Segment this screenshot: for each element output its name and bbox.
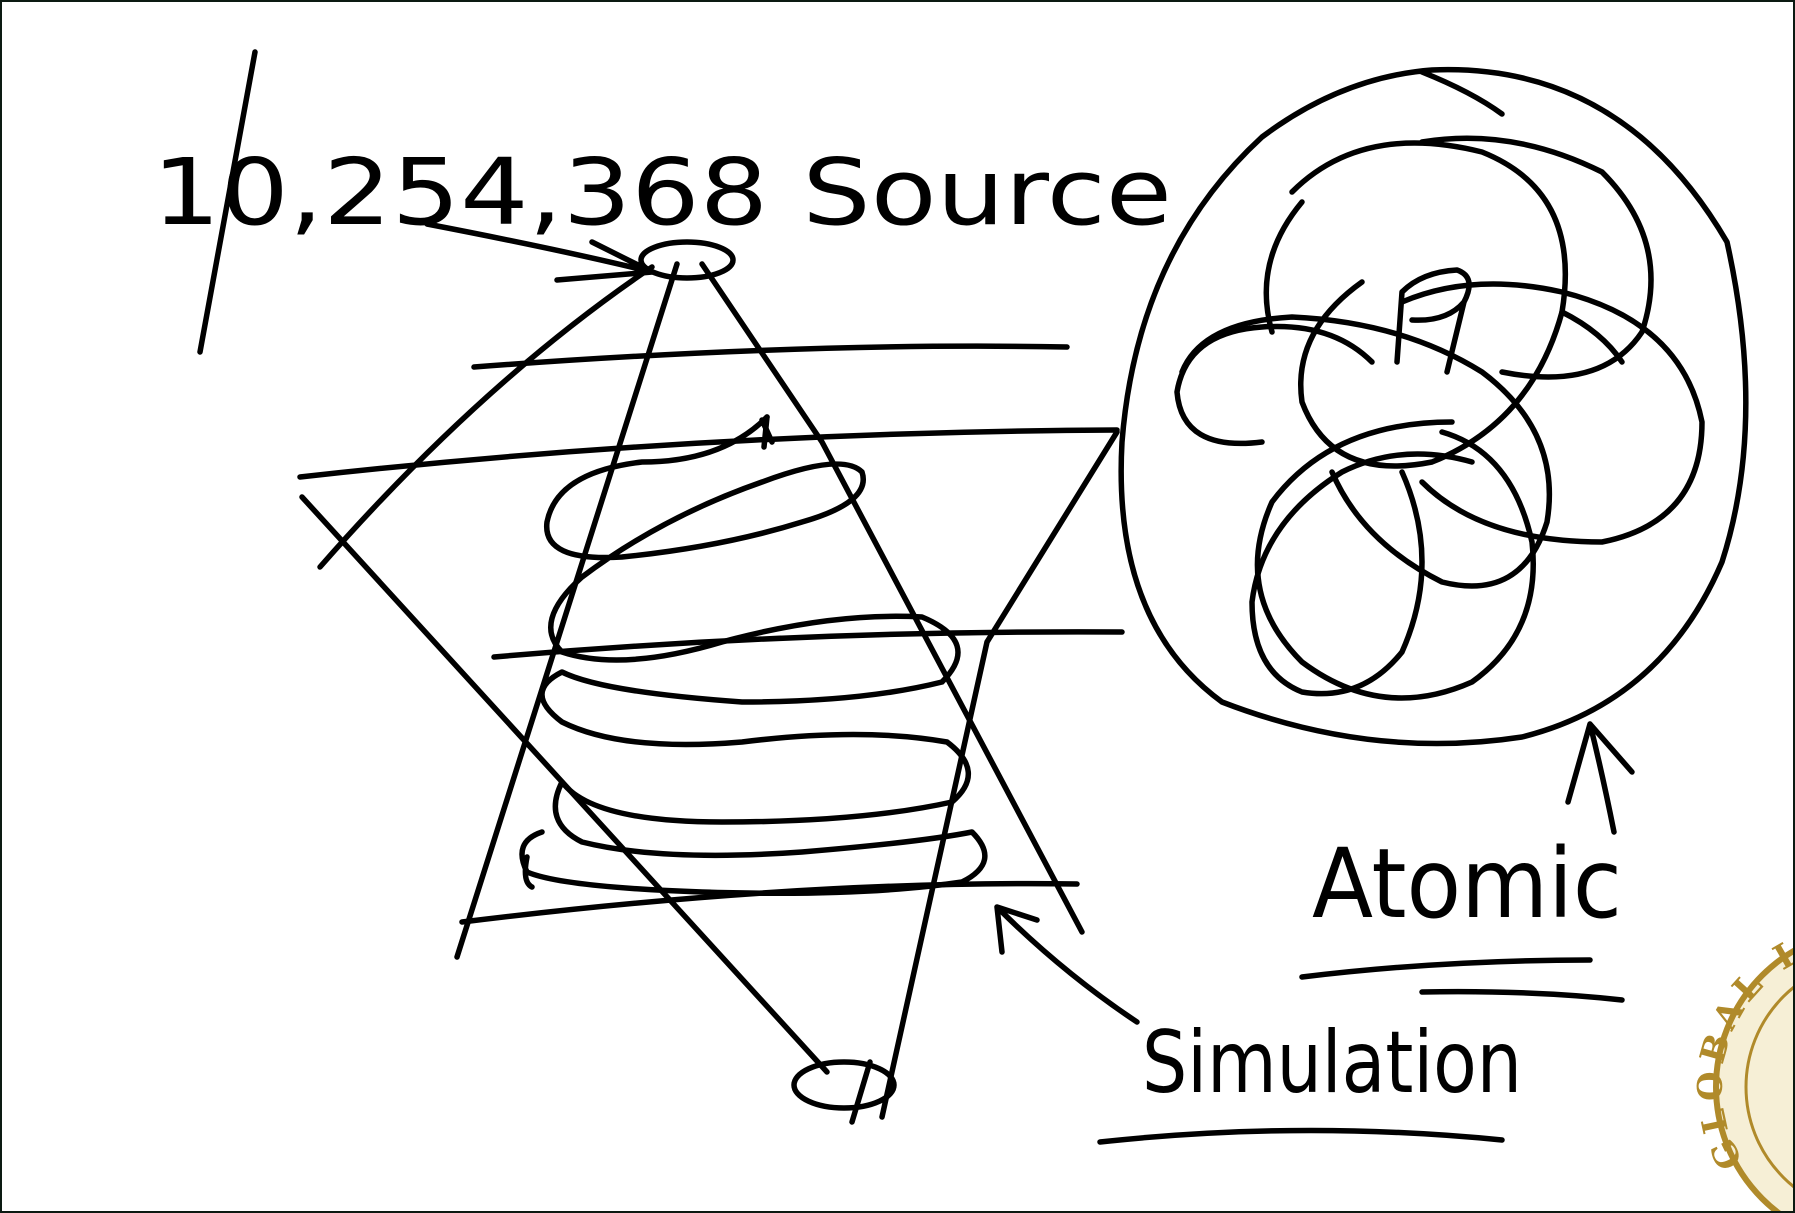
horizontal-line-2	[297, 427, 1120, 480]
cone-right-edge	[699, 261, 1085, 935]
atomic-label: Atomic	[1312, 828, 1622, 940]
horizontal-line-1	[471, 343, 1070, 370]
orbital-loop-1	[1289, 140, 1568, 469]
orbital-loop-6	[1254, 419, 1536, 701]
orbital-loop-4	[1174, 323, 1375, 447]
simulation-arrow-icon	[994, 904, 1140, 1025]
horizontal-line-3	[491, 629, 1125, 660]
simulation-underline	[1097, 1127, 1505, 1145]
source-point-icon	[638, 239, 736, 281]
atomic-arrow-icon	[1565, 721, 1635, 835]
spiral-coil	[519, 414, 988, 896]
horizontal-line-4	[459, 880, 1080, 925]
strike-through-stroke	[197, 49, 258, 355]
source-label: 10,254,368 Source	[152, 139, 1172, 246]
target-point-icon	[791, 1059, 897, 1111]
orbital-loop-7	[1249, 451, 1475, 697]
simulation-label: Simulation	[1142, 1013, 1522, 1113]
orbital-loop-8	[1263, 199, 1625, 365]
orbital-loop-3	[1179, 314, 1553, 589]
orbital-loop-5	[1399, 281, 1705, 545]
outer-left-edge	[317, 264, 655, 570]
cone-left-edge	[454, 261, 680, 960]
atomic-outer-circle	[1118, 66, 1749, 747]
atomic-underline-2	[1419, 988, 1625, 1003]
orbital-core-icon	[1394, 267, 1472, 375]
diamond-right-lower	[879, 429, 1120, 1120]
atomic-underline-1	[1299, 957, 1593, 980]
orbital-loop-2	[1419, 135, 1654, 380]
